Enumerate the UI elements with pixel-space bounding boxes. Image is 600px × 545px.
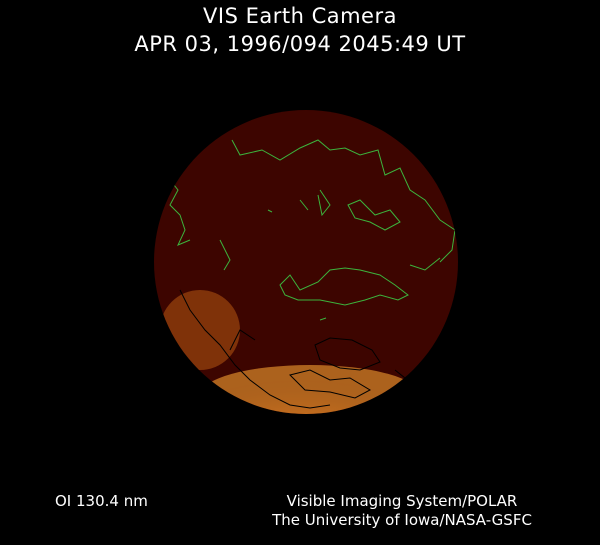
credits: Visible Imaging System/POLAR The Univers… (262, 492, 542, 530)
image-timestamp: APR 03, 1996/094 2045:49 UT (134, 32, 466, 56)
coastlines-night (179, 289, 406, 409)
image-title: VIS Earth Camera (203, 4, 397, 28)
wavelength-label: OI 130.4 nm (55, 492, 148, 510)
aurora-oval (154, 270, 458, 414)
instrument-label: Visible Imaging System/POLAR (286, 492, 518, 510)
coastlines-day (159, 139, 456, 321)
institution-label: The University of Iowa/NASA-GSFC (272, 511, 532, 529)
